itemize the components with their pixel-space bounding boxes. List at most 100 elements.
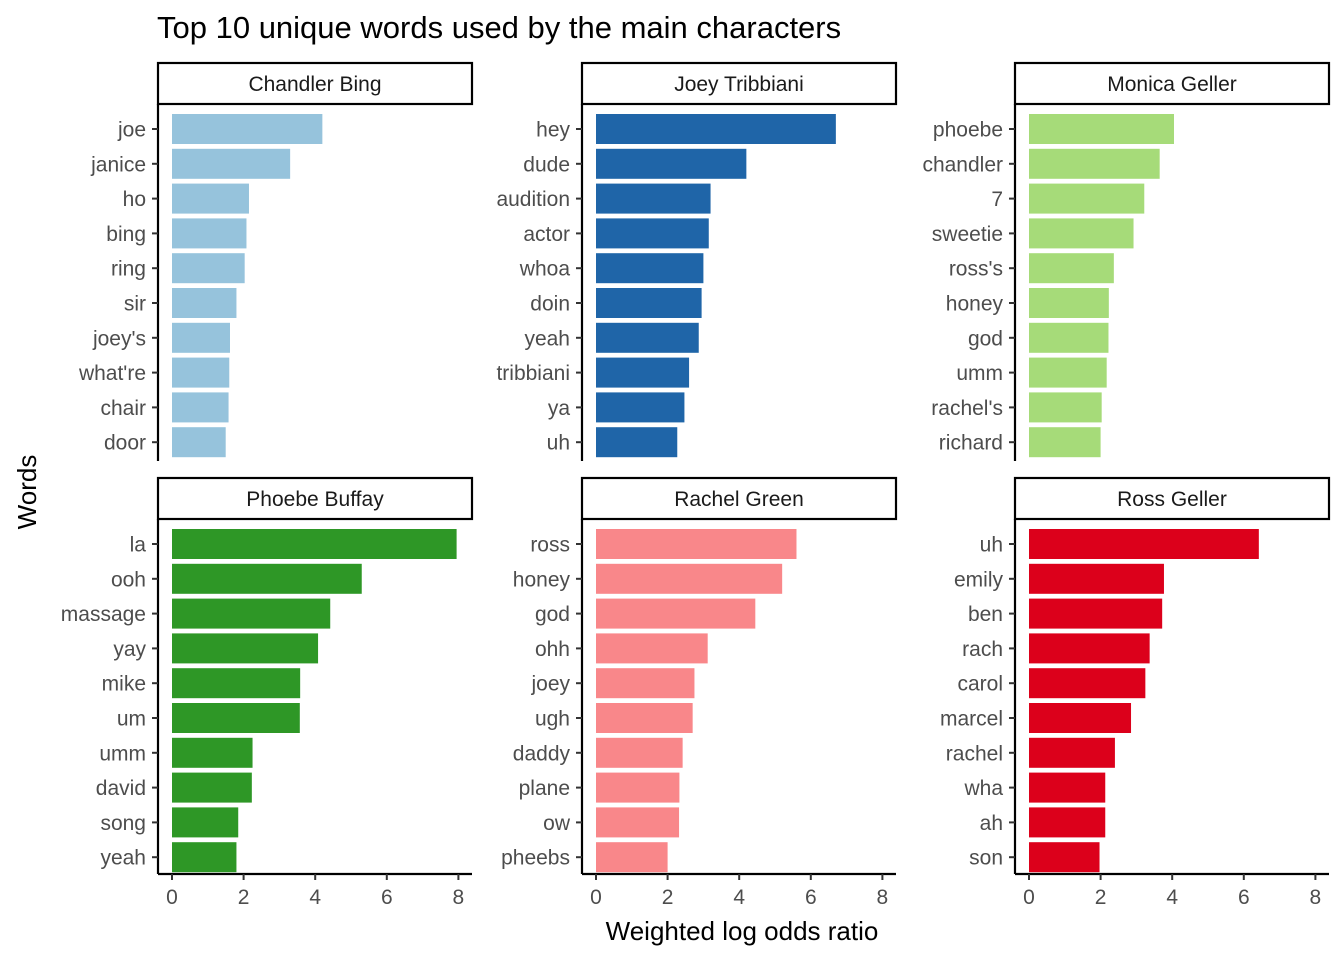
facet-panels: Chandler Bing joe janice ho bing ring sir joey'… — [61, 61, 1331, 909]
x-axis-title: Weighted log odds ratio — [606, 916, 879, 946]
x-tick-label: 6 — [1238, 886, 1250, 909]
y-tick-label: tribbiani — [496, 362, 570, 385]
y-tick-label: bing — [106, 223, 146, 246]
y-tick-label: ohh — [535, 638, 570, 661]
y-tick-label: rach — [962, 638, 1003, 661]
bar-door — [172, 427, 226, 458]
bar-ooh — [172, 563, 362, 594]
y-tick-label: whoa — [519, 258, 571, 281]
y-axis-title: Words — [12, 455, 42, 530]
bar-what-re — [172, 357, 230, 388]
bar-doin — [596, 288, 702, 318]
bar-umm — [172, 737, 253, 768]
facet-label: Phoebe Buffay — [246, 488, 384, 511]
x-tick-label: 0 — [166, 886, 178, 909]
y-tick-label: yay — [113, 638, 146, 661]
bar-plane — [596, 772, 680, 803]
y-tick-label: audition — [496, 188, 570, 211]
chart-title: Top 10 unique words used by the main cha… — [157, 10, 841, 45]
bar-hey — [596, 114, 836, 144]
bar-ben — [1029, 598, 1163, 629]
y-tick-label: son — [969, 847, 1003, 870]
y-tick-label: rachel's — [931, 397, 1003, 420]
facet-strip — [1013, 61, 1331, 106]
x-tick-label: 6 — [805, 886, 817, 909]
facet-strip — [156, 61, 474, 106]
y-tick-label: yeah — [524, 327, 570, 350]
bar-ugh — [596, 703, 693, 733]
bar-bing — [172, 218, 247, 249]
y-tick-label: chair — [100, 397, 146, 420]
facet-monica-geller: Monica Geller phoebe chandler 7 sweetie ross'… — [922, 61, 1331, 461]
facet-joey-tribbiani: Joey Tribbiani hey dude audition actor whoa do… — [496, 61, 898, 461]
x-tick-label: 2 — [238, 886, 250, 909]
bar-rachel-s — [1029, 392, 1102, 423]
y-tick-label: god — [535, 603, 570, 626]
facet-label: Joey Tribbiani — [674, 73, 804, 96]
y-tick-label: hey — [536, 119, 570, 142]
bar-audition — [596, 183, 711, 214]
bar-ring — [172, 253, 245, 284]
bar-ya — [596, 392, 685, 423]
y-tick-label: umm — [956, 362, 1003, 385]
bar-carol — [1029, 668, 1146, 699]
bar-daddy — [596, 737, 683, 768]
bar-ross-s — [1029, 253, 1114, 284]
y-tick-label: carol — [957, 673, 1003, 696]
bar-joey-s — [172, 322, 230, 353]
facet-label: Ross Geller — [1117, 488, 1227, 511]
y-tick-label: phoebe — [933, 119, 1003, 142]
bar-actor — [596, 218, 709, 249]
bar-um — [172, 703, 300, 733]
bar-emily — [1029, 563, 1164, 594]
x-tick-label: 0 — [1023, 886, 1035, 909]
bar-7 — [1029, 183, 1145, 214]
bar-ohh — [596, 633, 708, 664]
y-tick-label: ross — [530, 534, 570, 557]
x-tick-label: 4 — [309, 886, 321, 909]
bar-son — [1029, 842, 1100, 873]
bar-wha — [1029, 772, 1106, 803]
bar-sweetie — [1029, 218, 1134, 249]
y-tick-label: janice — [90, 153, 146, 176]
bar-la — [172, 529, 457, 559]
y-tick-label: ben — [968, 603, 1003, 626]
y-tick-label: rachel — [946, 742, 1003, 765]
bar-rachel — [1029, 737, 1115, 768]
y-tick-label: god — [968, 327, 1003, 350]
x-tick-label: 4 — [1166, 886, 1178, 909]
x-tick-label: 8 — [453, 886, 465, 909]
bar-pheebs — [596, 842, 668, 873]
y-tick-label: song — [100, 812, 146, 835]
y-tick-label: joe — [117, 119, 146, 142]
y-tick-label: emily — [954, 568, 1004, 591]
facet-label: Monica Geller — [1107, 73, 1237, 96]
y-tick-label: marcel — [940, 708, 1003, 731]
facet-strip — [580, 61, 898, 106]
bar-god — [1029, 322, 1109, 353]
y-tick-label: dude — [523, 153, 570, 176]
bar-david — [172, 772, 252, 803]
facet-rachel-green: Rachel Green ross honey god ohh joey ugh daddy p… — [501, 476, 898, 909]
x-tick-label: 6 — [381, 886, 393, 909]
bar-song — [172, 807, 239, 838]
facet-strip — [580, 476, 898, 521]
bar-honey — [596, 563, 783, 594]
bar-ho — [172, 183, 249, 214]
bar-uh — [596, 427, 678, 458]
y-tick-label: ho — [123, 188, 146, 211]
y-tick-label: la — [130, 534, 147, 557]
y-tick-label: david — [96, 777, 146, 800]
y-tick-label: ooh — [111, 568, 146, 591]
bar-ah — [1029, 807, 1106, 838]
y-tick-label: door — [104, 432, 146, 455]
y-tick-label: ow — [543, 812, 571, 835]
bar-sir — [172, 288, 237, 318]
bar-chair — [172, 392, 229, 423]
bar-whoa — [596, 253, 704, 284]
y-tick-label: ugh — [535, 708, 570, 731]
bar-uh — [1029, 529, 1259, 559]
y-tick-label: wha — [963, 777, 1003, 800]
y-tick-label: daddy — [513, 742, 571, 765]
y-tick-label: ross's — [949, 258, 1003, 281]
